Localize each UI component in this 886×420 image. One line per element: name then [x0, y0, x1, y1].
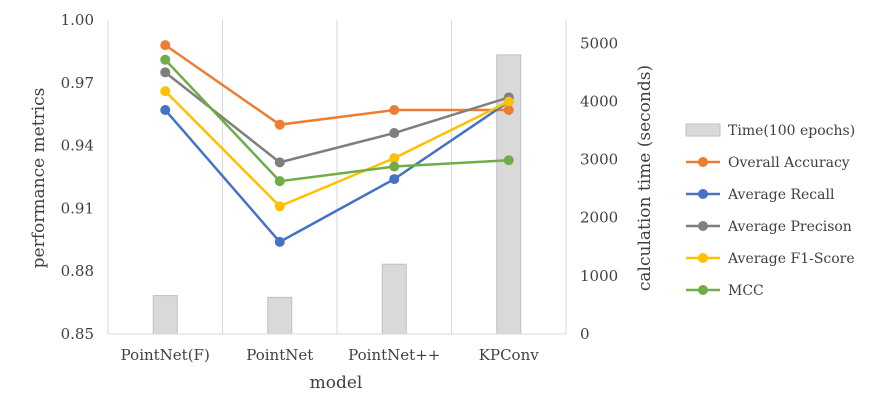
legend-label: Overall Accuracy	[728, 155, 850, 171]
y-tick-label: 0.97	[61, 74, 94, 92]
legend-label: MCC	[728, 283, 764, 299]
y2-tick-label: 2000	[580, 209, 618, 227]
legend-label: Time(100 epochs)	[728, 123, 855, 139]
series-point	[389, 174, 400, 185]
y2-tick-label: 1000	[580, 267, 618, 285]
series-point	[389, 128, 400, 139]
series-point	[503, 96, 514, 107]
series-point	[274, 176, 285, 187]
y2-tick-label: 5000	[580, 34, 618, 52]
series-point	[160, 67, 171, 78]
legend: Time(100 epochs) Overall Accuracy Average …	[685, 123, 855, 299]
series-point	[274, 157, 285, 168]
series-point	[160, 54, 171, 65]
legend-label: Average F1-Score	[727, 251, 855, 267]
series-point	[389, 105, 400, 116]
y-tick-label: 1.00	[61, 11, 94, 29]
y-axis-title: performance metrics	[29, 88, 49, 269]
legend-swatch-marker	[698, 285, 708, 295]
y-tick-label: 0.94	[61, 137, 94, 155]
time-bar	[267, 296, 293, 335]
y-tick-label: 0.85	[61, 325, 94, 343]
legend-swatch-marker	[698, 189, 708, 199]
legend-label: Average Recall	[727, 187, 835, 203]
grid	[222, 20, 452, 334]
time-bar	[381, 263, 407, 335]
lines	[160, 40, 514, 247]
series-line	[164, 58, 509, 183]
legend-swatch-bar	[685, 123, 721, 137]
series-point	[503, 105, 514, 116]
series-point	[274, 119, 285, 130]
legend-swatch-marker	[698, 253, 708, 263]
x-tick-label: PointNet(F)	[121, 346, 210, 364]
legend-swatch-marker	[698, 157, 708, 167]
y2-tick-label: 0	[580, 325, 590, 343]
series-line	[164, 44, 509, 126]
series-point	[389, 161, 400, 172]
axes: 0.85 0.88 0.91 0.94 0.97 1.00 0 1000 2000 3000 400…	[61, 11, 619, 364]
legend-label: Average Precison	[727, 219, 852, 235]
series-point	[274, 236, 285, 247]
series-line	[164, 100, 510, 244]
legend-swatch-marker	[698, 221, 708, 231]
series-point	[389, 153, 400, 164]
series-line	[164, 90, 510, 208]
series-point	[160, 105, 171, 116]
x-axis-title: model	[310, 373, 363, 393]
bars	[152, 54, 522, 335]
y2-tick-label: 4000	[580, 92, 618, 110]
series-point	[160, 40, 171, 51]
x-tick-label: PointNet	[246, 346, 313, 364]
y-tick-label: 0.91	[61, 199, 94, 217]
time-bar	[152, 295, 178, 335]
x-tick-label: PointNet++	[348, 346, 440, 364]
y2-axis-title: calculation time (seconds)	[635, 65, 655, 291]
series-point	[503, 155, 514, 166]
series-point	[274, 201, 285, 212]
series-line	[164, 71, 510, 164]
y-tick-label: 0.88	[61, 262, 94, 280]
x-tick-label: KPConv	[479, 346, 539, 364]
series-point	[160, 86, 171, 97]
y2-tick-label: 3000	[580, 151, 618, 169]
